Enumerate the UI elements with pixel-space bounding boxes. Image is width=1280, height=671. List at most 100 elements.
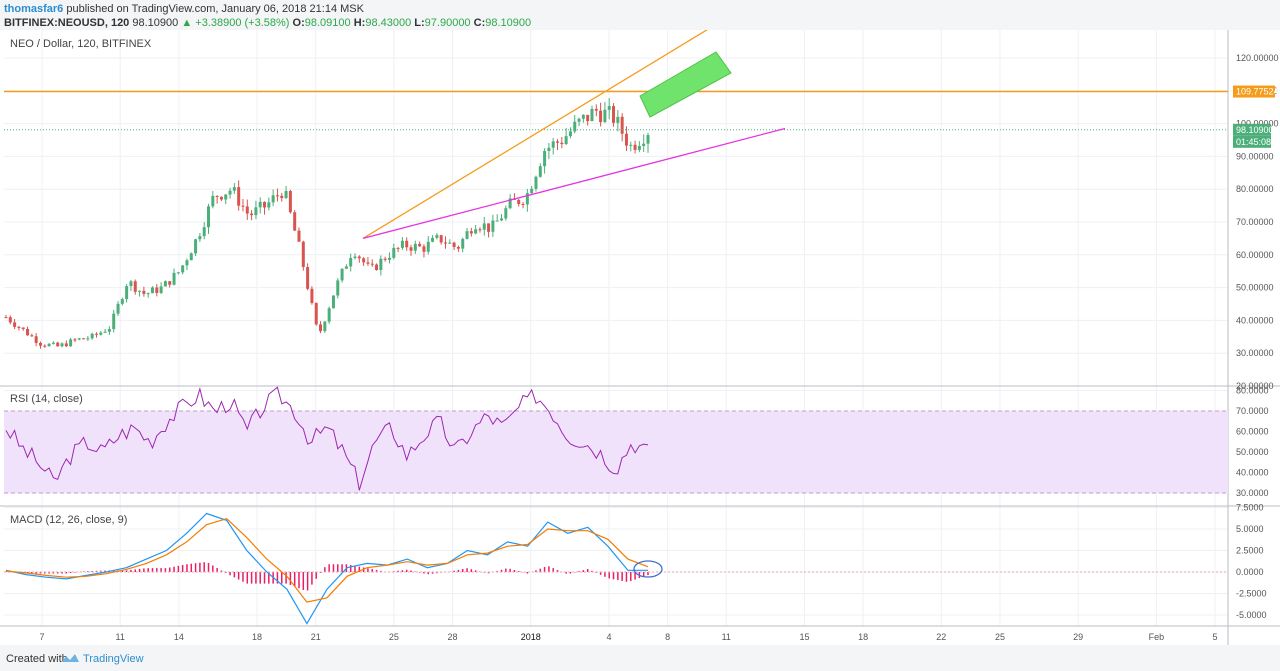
- candle-body: [392, 247, 396, 258]
- candle-body: [172, 272, 176, 285]
- candle-body: [500, 218, 504, 221]
- candle-body: [56, 342, 60, 347]
- candle-body: [362, 258, 366, 263]
- time-axis-tick: 18: [252, 632, 262, 642]
- price-axis-tick: 70.00000: [1236, 217, 1274, 227]
- publish-line: thomasfar6 published on TradingView.com,…: [4, 3, 364, 15]
- time-axis-tick: 14: [174, 632, 184, 642]
- candle-body: [198, 236, 202, 240]
- time-axis-tick: 15: [799, 632, 809, 642]
- candle-body: [185, 260, 189, 266]
- candle-body: [383, 258, 387, 260]
- open-label: O:: [292, 17, 305, 29]
- close-label: C:: [473, 17, 486, 29]
- candle-body: [422, 246, 426, 252]
- candle-body: [586, 114, 590, 122]
- candle-body: [452, 242, 456, 247]
- candle-body: [133, 281, 137, 292]
- candle-body: [577, 118, 581, 122]
- price-axis-tick: 20.00000: [1236, 381, 1274, 391]
- candle-body: [297, 230, 301, 242]
- candle-body: [245, 206, 249, 214]
- candle-body: [521, 204, 525, 206]
- candle-body: [603, 109, 607, 123]
- level-price-tag-bg: [1233, 85, 1275, 98]
- candle-body: [469, 231, 473, 234]
- candle-body: [107, 329, 111, 332]
- rsi-series: [5, 386, 649, 491]
- candle-body: [21, 327, 25, 330]
- candle-body: [275, 195, 279, 197]
- candle-body: [405, 240, 409, 248]
- time-axis-tick: 29: [1073, 632, 1083, 642]
- candle-body: [370, 263, 374, 265]
- candle-body: [637, 146, 641, 150]
- price-axis-tick: 50.00000: [1236, 283, 1274, 293]
- candle-body: [99, 332, 103, 335]
- time-axis-tick: 4: [606, 632, 611, 642]
- candle-body: [202, 227, 206, 237]
- candle-body: [77, 338, 81, 340]
- candle-body: [13, 322, 17, 327]
- candle-body: [310, 288, 314, 303]
- macd-series: [4, 512, 1228, 625]
- candle-body: [642, 143, 646, 147]
- candle-body: [543, 151, 547, 167]
- candle-body: [474, 229, 478, 234]
- time-axis-tick: 22: [936, 632, 946, 642]
- author-link[interactable]: thomasfar6: [4, 3, 64, 15]
- candle-body: [284, 190, 288, 198]
- candle-body: [120, 299, 124, 304]
- price-axis-tick: 40.00000: [1236, 315, 1274, 325]
- candle-body: [344, 266, 348, 269]
- low-label: L:: [414, 17, 425, 29]
- candle-body: [400, 240, 404, 248]
- tradingview-link[interactable]: TradingView: [83, 653, 144, 665]
- candle-body: [616, 116, 620, 123]
- axes: 20.0000030.0000040.0000050.0000060.00000…: [39, 30, 1278, 642]
- candle-body: [534, 176, 538, 189]
- candle-body: [112, 313, 116, 330]
- candle-body: [573, 121, 577, 132]
- candle-body: [353, 256, 357, 258]
- rsi-axis-tick: 40.0000: [1236, 468, 1269, 478]
- candle-body: [125, 286, 129, 300]
- candle-body: [64, 343, 68, 347]
- candle-body: [17, 326, 21, 328]
- candle-body: [301, 241, 305, 268]
- time-axis-tick: 28: [448, 632, 458, 642]
- rsi-band-fill: [4, 411, 1228, 493]
- candle-body: [155, 287, 159, 293]
- candle-body: [150, 287, 154, 294]
- candle-body: [176, 272, 180, 274]
- time-axis-tick: 2018: [521, 632, 541, 642]
- candle-body: [194, 239, 198, 254]
- candle-body: [633, 144, 637, 150]
- candle-body: [129, 281, 133, 287]
- candle-body: [163, 281, 167, 287]
- candle-body: [327, 308, 331, 322]
- candle-body: [86, 338, 90, 340]
- candle-body: [547, 147, 551, 152]
- candle-body: [219, 196, 223, 200]
- candle-body: [280, 195, 284, 198]
- candle-body: [224, 194, 228, 200]
- time-axis-tick: 25: [389, 632, 399, 642]
- price-axis-tick: 60.00000: [1236, 250, 1274, 260]
- candle-body: [116, 303, 120, 314]
- candle-body: [495, 220, 499, 222]
- publish-info: published on TradingView.com, January 06…: [66, 3, 364, 15]
- candle-body: [443, 242, 447, 244]
- candle-body: [387, 257, 391, 260]
- chart-canvas[interactable]: 20.0000030.0000040.0000050.0000060.00000…: [0, 30, 1280, 645]
- high-value: 98.43000: [365, 17, 412, 29]
- candle-body: [594, 108, 598, 111]
- symbol-line: BITFINEX:NEOUSD, 120 98.10900 ▲ +3.38900…: [4, 17, 531, 29]
- price-axis-tick: 120.00000: [1236, 53, 1279, 63]
- macd-axis-tick: 5.0000: [1236, 524, 1264, 534]
- candle-body: [69, 339, 73, 347]
- candle-body: [517, 199, 521, 205]
- candle-body: [82, 338, 86, 340]
- candle-body: [599, 110, 603, 123]
- candle-body: [254, 207, 258, 216]
